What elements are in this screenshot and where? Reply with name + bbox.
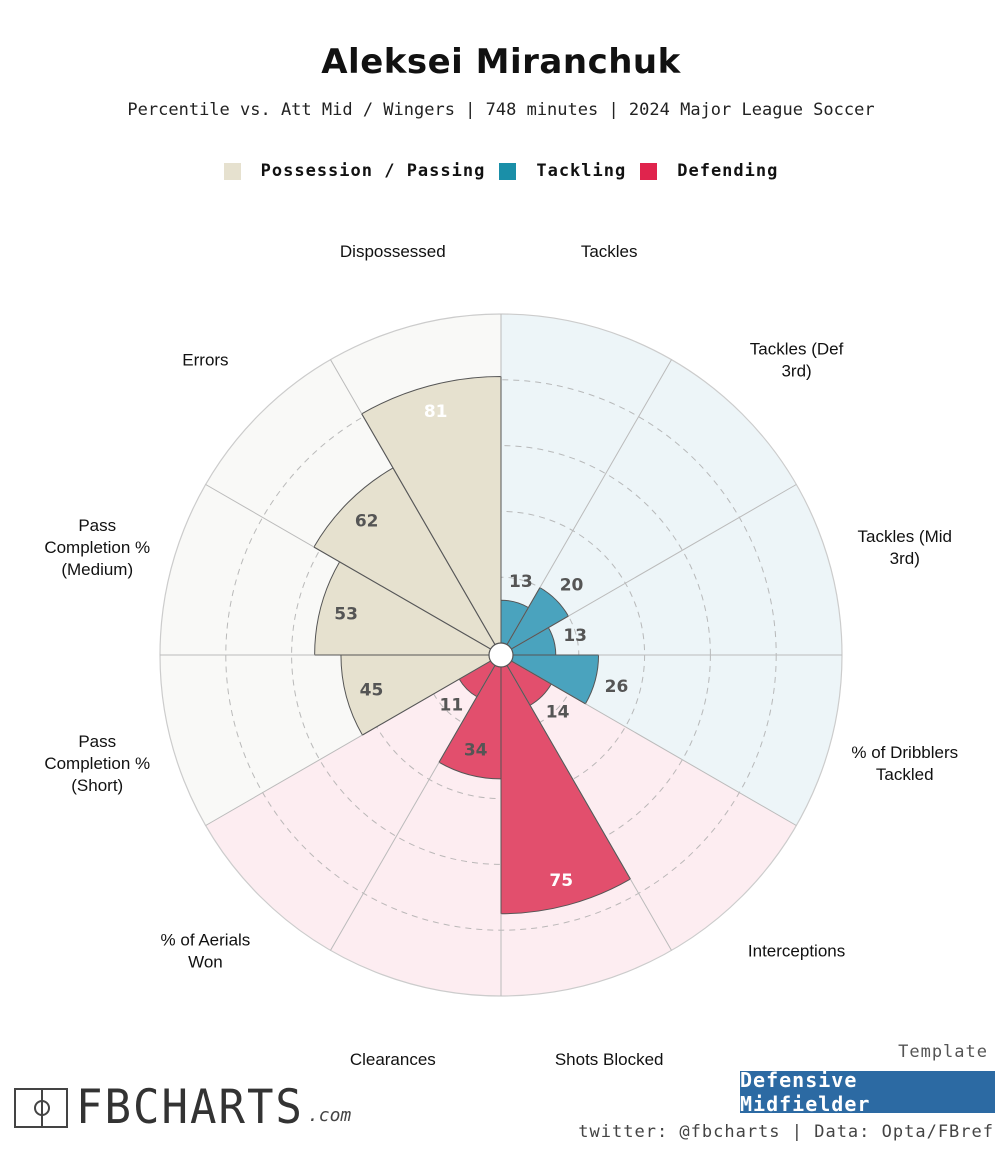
legend-label-tackling: Tackling: [536, 161, 627, 181]
category-label-7: % of Aerials Won: [161, 931, 251, 972]
sector-background-1: [501, 359, 797, 655]
category-label-6: Clearances: [350, 1050, 436, 1069]
template-badge: Defensive Midfielder: [740, 1068, 995, 1116]
value-label-1: 20: [560, 575, 584, 595]
value-label-3: 26: [605, 677, 629, 697]
category-label-3: % of Dribblers Tackled: [851, 743, 958, 784]
legend-label-defending: Defending: [677, 161, 779, 181]
category-label-10: Errors: [182, 350, 228, 369]
legend-swatch-possession: [223, 162, 241, 180]
value-label-5: 75: [549, 871, 573, 891]
category-label-11: Dispossessed: [340, 242, 446, 261]
legend-item-defending: Defending: [640, 161, 778, 181]
category-label-2: Tackles (Mid 3rd): [858, 527, 952, 568]
category-label-5: Shots Blocked: [555, 1050, 664, 1069]
value-label-8: 45: [360, 681, 384, 701]
sector-background-2: [501, 484, 842, 655]
category-label-8: Pass Completion % (Short): [44, 732, 150, 795]
category-label-1: Tackles (Def 3rd): [750, 339, 844, 380]
bar-edge-10: [313, 546, 502, 656]
category-label-4: Interceptions: [748, 942, 845, 961]
chart-subtitle: Percentile vs. Att Mid / Wingers | 748 m…: [127, 100, 875, 120]
center-hole: [488, 642, 514, 668]
value-label-4: 14: [546, 703, 570, 723]
bar-edge-5: [500, 654, 631, 880]
bar-edge-2: [500, 615, 569, 656]
legend-swatch-tackling: [499, 162, 517, 180]
legend-item-possession: Possession / Passing: [223, 161, 486, 181]
legend-item-tackling: Tackling: [499, 161, 626, 181]
value-label-7: 11: [440, 696, 464, 716]
value-label-2: 13: [563, 626, 587, 646]
fbcharts-logo: FBCHARTS .com: [14, 1079, 352, 1135]
value-label-9: 53: [334, 604, 358, 624]
bar-edge-11: [361, 413, 502, 656]
legend-swatch-defending: [640, 162, 658, 180]
value-label-11: 81: [424, 402, 448, 422]
bar-edge-4: [500, 654, 586, 705]
credits-text: twitter: @fbcharts | Data: Opta/FBref: [578, 1122, 994, 1142]
category-label-9: Pass Completion % (Medium): [44, 516, 150, 579]
value-label-0: 13: [509, 572, 533, 592]
sector-background-7: [205, 655, 501, 951]
sector-background-0: [501, 314, 672, 655]
sector-background-4: [501, 655, 797, 951]
value-label-10: 62: [355, 512, 379, 532]
category-label-0: Tackles: [581, 242, 638, 261]
bar-edge-7: [438, 654, 502, 763]
logo-suffix: .com: [307, 1105, 352, 1126]
bar-edge-1: [500, 587, 541, 656]
legend: Possession / Passing Tackling Defending: [0, 158, 1002, 184]
pitch-icon: [14, 1088, 68, 1128]
chart-title: Aleksei Miranchuk: [321, 42, 681, 82]
logo-text: FBCHARTS: [76, 1079, 304, 1135]
legend-label-possession: Possession / Passing: [260, 161, 486, 181]
value-label-6: 34: [464, 741, 488, 761]
template-label: Template: [898, 1042, 988, 1062]
bar-edge-8: [362, 654, 502, 736]
